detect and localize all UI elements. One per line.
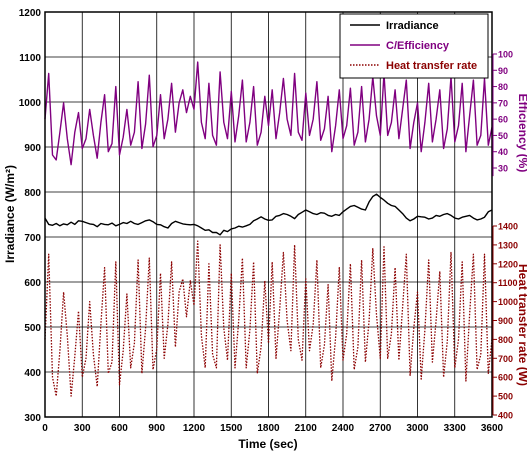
y-axis-left-title: Irradiance (W/m²) [3, 165, 17, 263]
series-layer [44, 61, 493, 397]
legend-label-efficiency: C/Efficiency [386, 40, 450, 52]
x-axis-title: Time (sec) [238, 437, 297, 451]
y-left-tick-label: 1100 [19, 53, 41, 64]
y-left-tick-label: 900 [24, 143, 41, 154]
y-left-tick-label: 600 [24, 278, 41, 289]
legend: Irradiance C/Efficiency Heat transfer ra… [339, 13, 489, 79]
y-left-tick-label: 400 [24, 368, 41, 379]
y-efficiency-tick-label: 30 [498, 164, 508, 174]
y-efficiency-tick-label: 50 [498, 131, 508, 141]
y-efficiency-tick-label: 100 [498, 50, 513, 60]
y-heat-tick-label: 1400 [498, 222, 518, 232]
series-efficiency-line [44, 61, 493, 166]
x-tick-label: 2700 [369, 423, 392, 434]
y-left-tick-label: 1000 [19, 98, 42, 109]
x-tick-label: 1200 [183, 423, 206, 434]
y-left-tick-label: 1200 [19, 8, 42, 19]
y-axis-heat-title: Heat transfer rate (W) [516, 264, 527, 386]
y-left-tick-label: 800 [24, 188, 41, 199]
y-efficiency-tick-label: 60 [498, 115, 508, 125]
x-tick-label: 600 [111, 423, 128, 434]
legend-label-heat: Heat transfer rate [386, 60, 477, 72]
y-left-tick-label: 500 [24, 323, 41, 334]
y-heat-tick-label: 700 [498, 354, 513, 364]
x-tick-label: 1800 [257, 423, 280, 434]
x-tick-label: 0 [42, 423, 48, 434]
y-axis-efficiency: 30 40 50 60 70 80 90 100 [492, 50, 513, 177]
x-tick-label: 1500 [220, 423, 243, 434]
y-left-tick-label: 300 [24, 413, 41, 424]
y-heat-tick-label: 1300 [498, 240, 518, 250]
y-left-tick-label: 700 [24, 233, 41, 244]
y-axis-left: 300 400 500 600 700 800 900 1000 1100 1200 [19, 8, 42, 424]
y-heat-tick-label: 1200 [498, 259, 518, 269]
x-tick-label: 300 [74, 423, 91, 434]
y-axis-heat: 400 500 600 700 800 900 1000 1100 1200 1300 1400 [492, 222, 518, 421]
x-tick-label: 3000 [406, 423, 429, 434]
y-heat-tick-label: 600 [498, 373, 513, 383]
y-efficiency-tick-label: 90 [498, 66, 508, 76]
y-heat-tick-label: 500 [498, 392, 513, 402]
y-heat-tick-label: 800 [498, 335, 513, 345]
y-heat-tick-label: 1000 [498, 297, 518, 307]
x-tick-label: 2100 [295, 423, 318, 434]
y-efficiency-tick-label: 80 [498, 82, 508, 92]
plot-frame [44, 11, 493, 418]
y-axis-efficiency-title: Efficiency (%) [516, 94, 527, 173]
y-efficiency-tick-label: 70 [498, 98, 508, 108]
legend-label-irradiance: Irradiance [386, 20, 439, 32]
y-heat-tick-label: 900 [498, 316, 513, 326]
x-tick-label: 3300 [444, 423, 467, 434]
x-axis: 0 300 600 900 1200 1500 1800 2100 2400 2700 3000 33… [42, 423, 503, 434]
y-heat-tick-label: 1100 [498, 278, 518, 288]
x-tick-label: 900 [148, 423, 165, 434]
y-efficiency-tick-label: 40 [498, 147, 508, 157]
series-irradiance-line [44, 193, 493, 236]
x-tick-label: 2400 [332, 423, 355, 434]
series-heat-transfer-line [44, 240, 493, 397]
y-heat-tick-label: 400 [498, 411, 513, 421]
x-tick-label: 3600 [481, 423, 504, 434]
